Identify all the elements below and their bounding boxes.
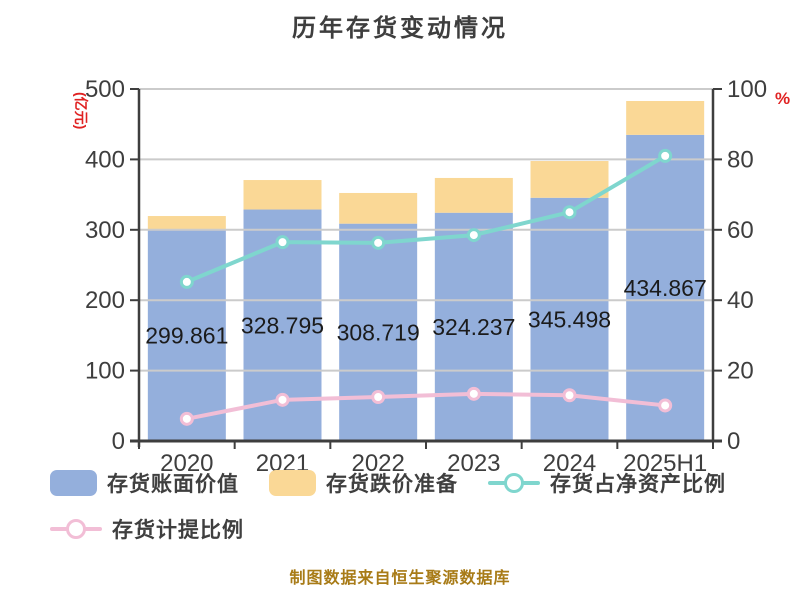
legend-item-inventory-to-net-assets-ratio[interactable]: 存货占净资产比例 — [488, 468, 726, 498]
bar-inventory-book-value-2025H1[interactable] — [626, 134, 705, 441]
legend-label-inventory-depreciation-reserve: 存货跌价准备 — [326, 473, 458, 496]
point-inventory-to-net-assets-ratio-2025H1[interactable] — [658, 148, 673, 163]
y-axis-right-unit-label: % — [775, 89, 790, 108]
point-inventory-provision-ratio-2024[interactable] — [562, 388, 577, 403]
bar-inventory-depreciation-reserve-2024[interactable] — [530, 161, 609, 198]
y-axis-left-label-0: 0 — [112, 428, 125, 455]
y-axis-right-label-0: 0 — [727, 428, 740, 455]
bar-inventory-book-value-2023[interactable] — [434, 212, 513, 441]
legend-item-inventory-book-value[interactable]: 存货账面价值 — [50, 468, 239, 498]
point-inventory-to-net-assets-ratio-2021[interactable] — [275, 235, 290, 250]
bar-value-label-2021: 328.795 — [241, 312, 324, 338]
y-axis-right-label-80: 80 — [727, 146, 754, 173]
y-axis-left-label-300: 300 — [85, 217, 125, 244]
x-axis-label-2024: 2024 — [543, 450, 596, 477]
legend-row: 存货计提比例 — [50, 514, 762, 544]
bar-inventory-book-value-2022[interactable] — [339, 223, 418, 441]
x-axis-label-2020: 2020 — [160, 450, 213, 477]
bar-inventory-depreciation-reserve-2022[interactable] — [339, 192, 418, 224]
x-axis-label-2022: 2022 — [351, 450, 404, 477]
bar-inventory-depreciation-reserve-2023[interactable] — [434, 177, 513, 213]
legend: 存货账面价值 存货跌价准备 存货占净资产比例存货计提比例 — [50, 468, 762, 560]
bar-value-label-2020: 299.861 — [145, 322, 228, 348]
legend-label-inventory-provision-ratio: 存货计提比例 — [112, 519, 244, 542]
y-axis-right-label-20: 20 — [727, 358, 754, 385]
legend-line-marker-inventory-provision-ratio — [50, 516, 102, 542]
point-inventory-provision-ratio-2020[interactable] — [179, 411, 194, 426]
line-inventory-to-net-assets-ratio — [184, 153, 668, 284]
bar-value-label-2024: 345.498 — [528, 306, 611, 332]
point-inventory-provision-ratio-2025H1[interactable] — [658, 398, 673, 413]
point-inventory-provision-ratio-2022[interactable] — [371, 390, 386, 404]
legend-line-marker-inventory-to-net-assets-ratio — [488, 470, 540, 496]
bar-inventory-book-value-2020[interactable] — [147, 229, 226, 441]
footer-credit: 制图数据来自恒生聚源数据库 — [289, 570, 511, 587]
legend-dot-icon — [504, 473, 524, 493]
point-inventory-to-net-assets-ratio-2023[interactable] — [466, 228, 481, 243]
bar-inventory-depreciation-reserve-2021[interactable] — [243, 180, 322, 210]
y-axis-left-label-200: 200 — [85, 287, 125, 314]
bar-inventory-depreciation-reserve-2025H1[interactable] — [626, 100, 705, 135]
legend-label-inventory-to-net-assets-ratio: 存货占净资产比例 — [550, 473, 726, 496]
bar-value-label-2025H1: 434.867 — [624, 275, 707, 301]
bar-value-label-2022: 308.719 — [337, 319, 420, 345]
chart-title: 历年存货变动情况 — [292, 15, 508, 42]
legend-label-inventory-book-value: 存货账面价值 — [107, 473, 239, 496]
y-axis-left-unit-label: (亿元) — [73, 92, 89, 129]
y-axis-left-label-500: 500 — [85, 76, 125, 103]
y-axis-left-label-400: 400 — [85, 146, 125, 173]
point-inventory-to-net-assets-ratio-2022[interactable] — [371, 235, 386, 250]
legend-item-inventory-depreciation-reserve[interactable]: 存货跌价准备 — [269, 468, 458, 498]
point-inventory-to-net-assets-ratio-2024[interactable] — [562, 205, 577, 220]
y-axis-right-label-100: 100 — [727, 76, 767, 103]
y-axis-right-label-40: 40 — [727, 287, 754, 314]
legend-row: 存货账面价值 存货跌价准备 存货占净资产比例 — [50, 468, 762, 498]
x-axis-label-2025H1: 2025H1 — [623, 450, 707, 477]
legend-swatch-inventory-book-value — [50, 470, 97, 496]
bar-inventory-depreciation-reserve-2020[interactable] — [147, 216, 226, 230]
legend-item-inventory-provision-ratio[interactable]: 存货计提比例 — [50, 514, 244, 544]
point-inventory-provision-ratio-2021[interactable] — [275, 392, 290, 407]
y-axis-right-label-60: 60 — [727, 217, 754, 244]
y-axis-left-label-100: 100 — [85, 358, 125, 385]
bar-value-label-2023: 324.237 — [432, 314, 515, 340]
x-axis-label-2023: 2023 — [447, 450, 500, 477]
point-inventory-provision-ratio-2023[interactable] — [466, 386, 481, 401]
legend-dot-icon — [66, 519, 86, 539]
line-inventory-provision-ratio — [184, 391, 668, 421]
point-inventory-to-net-assets-ratio-2020[interactable] — [179, 274, 194, 289]
legend-swatch-inventory-depreciation-reserve — [269, 470, 316, 496]
